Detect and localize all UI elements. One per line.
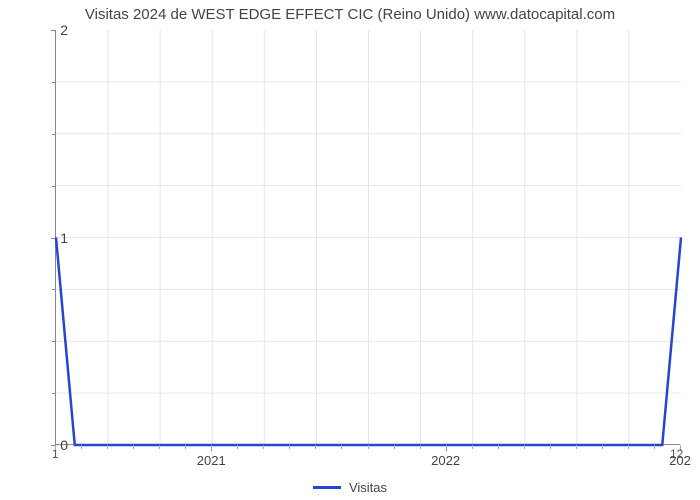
y-tick-label: 2 [60,22,68,38]
x-tick-label: 2021 [197,453,226,468]
x-minor-tick [211,445,212,449]
x-minor-tick [602,445,603,449]
x-tick-label: 2022 [431,453,460,468]
x-minor-tick [107,445,108,449]
y-minor-tick [52,134,55,135]
plot-area [55,30,680,445]
x-minor-tick [654,445,655,449]
x-minor-tick [446,445,447,449]
x-minor-tick [576,445,577,449]
chart-title: Visitas 2024 de WEST EDGE EFFECT CIC (Re… [0,6,700,23]
x-minor-tick [263,445,264,449]
y-tick-label: 1 [60,230,68,246]
y-tick-mark [51,238,55,239]
y-tick-label: 0 [60,437,68,453]
x-minor-tick [368,445,369,449]
y-minor-tick [52,393,55,394]
x-minor-tick [185,445,186,449]
series-line [56,30,680,444]
x-minor-tick [289,445,290,449]
x-axis-start-label: 1 [52,447,59,461]
x-minor-tick [420,445,421,449]
y-minor-tick [52,289,55,290]
y-minor-tick [52,341,55,342]
x-minor-tick [341,445,342,449]
x-minor-tick [159,445,160,449]
x-minor-tick [498,445,499,449]
legend: Visitas [0,480,700,495]
x-minor-tick [133,445,134,449]
x-minor-tick [394,445,395,449]
x-minor-tick [524,445,525,449]
y-minor-tick [52,186,55,187]
x-minor-tick [237,445,238,449]
x-axis-end-label: 12 [670,447,683,461]
x-minor-tick [81,445,82,449]
x-minor-tick [315,445,316,449]
x-minor-tick [472,445,473,449]
x-minor-tick [550,445,551,449]
x-minor-tick [628,445,629,449]
legend-label: Visitas [349,480,387,495]
y-minor-tick [52,82,55,83]
y-tick-mark [51,30,55,31]
legend-swatch [313,486,341,489]
